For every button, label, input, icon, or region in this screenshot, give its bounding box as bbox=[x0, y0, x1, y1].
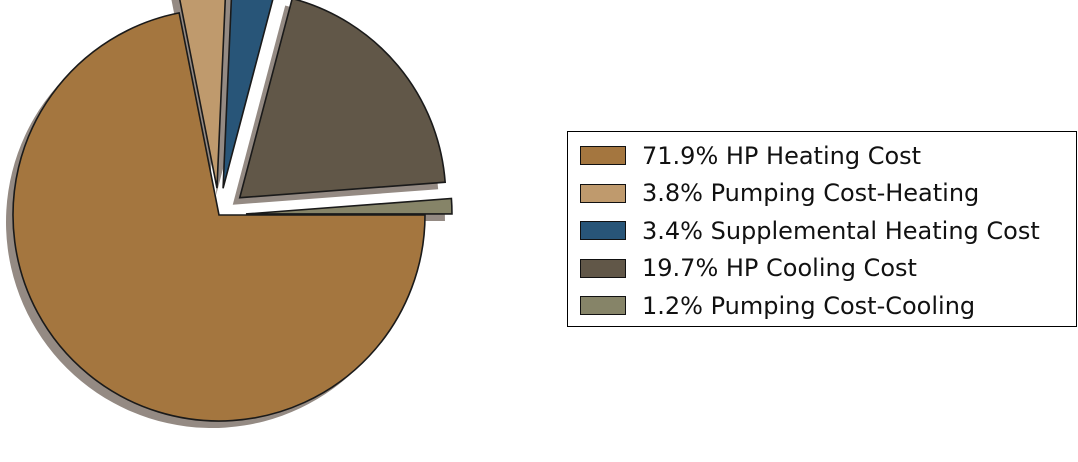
legend-swatch-hp-cooling-cost bbox=[580, 258, 626, 278]
pie-slice-layer bbox=[12, 0, 453, 422]
legend-label-pumping-cost-cooling: 1.2% Pumping Cost-Cooling bbox=[642, 291, 976, 320]
legend-item-supplemental-heating-cost: 3.4% Supplemental Heating Cost bbox=[580, 212, 1076, 250]
legend-swatch-pumping-cost-heating bbox=[580, 183, 626, 203]
legend-swatch-pumping-cost-cooling bbox=[580, 296, 626, 316]
legend-item-pumping-cost-cooling: 1.2% Pumping Cost-Cooling bbox=[580, 287, 1076, 325]
legend-item-hp-cooling-cost: 19.7% HP Cooling Cost bbox=[580, 250, 1076, 288]
pie-slice-4 bbox=[245, 197, 453, 215]
legend-label-hp-heating-cost: 71.9% HP Heating Cost bbox=[642, 141, 922, 170]
pie-slice-3 bbox=[238, 0, 447, 199]
legend-item-hp-heating-cost: 71.9% HP Heating Cost bbox=[580, 137, 1076, 175]
legend-label-hp-cooling-cost: 19.7% HP Cooling Cost bbox=[642, 254, 917, 283]
legend-swatch-supplemental-heating-cost bbox=[580, 221, 626, 241]
legend-label-supplemental-heating-cost: 3.4% Supplemental Heating Cost bbox=[642, 216, 1040, 245]
pie-chart bbox=[5, 0, 453, 429]
legend-item-pumping-cost-heating: 3.8% Pumping Cost-Heating bbox=[580, 175, 1076, 213]
legend-label-pumping-cost-heating: 3.8% Pumping Cost-Heating bbox=[642, 179, 980, 208]
pie-slice-0 bbox=[12, 11, 426, 422]
chart-legend: 71.9% HP Heating Cost 3.8% Pumping Cost-… bbox=[567, 131, 1077, 327]
pie-slice-1 bbox=[179, 0, 227, 189]
pie-slice-2 bbox=[222, 0, 274, 189]
legend-swatch-hp-heating-cost bbox=[580, 146, 626, 166]
